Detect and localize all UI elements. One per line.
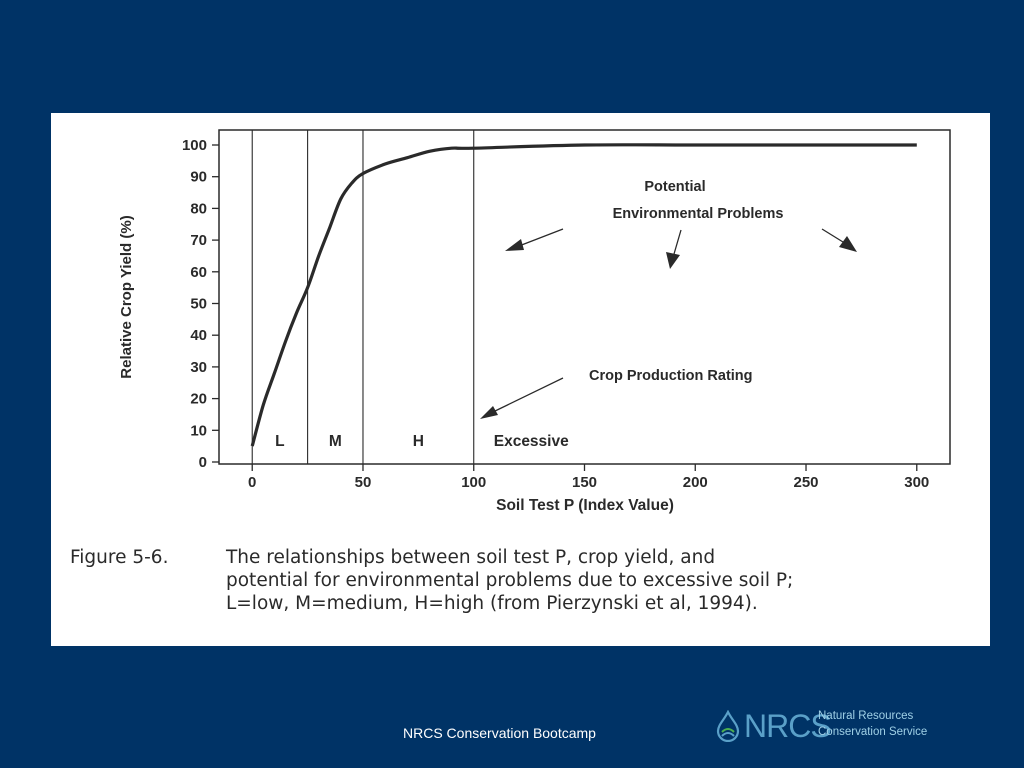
water-drop-icon bbox=[716, 710, 740, 742]
y-tick-label: 70 bbox=[190, 232, 207, 249]
yield-curve bbox=[250, 143, 917, 447]
arrow-down bbox=[666, 229, 682, 269]
y-tick-label: 80 bbox=[190, 200, 207, 217]
potential-annotation-line2: Environmental Problems bbox=[613, 206, 784, 222]
logo-line1: Natural Resources bbox=[818, 710, 914, 722]
footer-text: NRCS Conservation Bootcamp bbox=[403, 725, 596, 741]
x-tick-label: 200 bbox=[683, 474, 708, 491]
x-axis-label: Soil Test P (Index Value) bbox=[496, 497, 674, 514]
nrcs-logo: NRCS Natural Resources Conservation Serv… bbox=[714, 706, 954, 748]
x-tick-label: 150 bbox=[572, 474, 597, 491]
caption-line3: L=low, M=medium, H=high (from Pierzynski… bbox=[226, 593, 758, 614]
y-tick-label: 20 bbox=[190, 391, 207, 408]
region-label: M bbox=[329, 433, 342, 450]
y-tick-label: 40 bbox=[190, 327, 207, 344]
y-tick-label: 0 bbox=[199, 454, 207, 471]
y-tick-label: 60 bbox=[190, 264, 207, 281]
potential-annotation-line1: Potential bbox=[644, 179, 705, 195]
plot-frame bbox=[218, 129, 951, 465]
x-tick-label: 0 bbox=[248, 474, 256, 491]
x-tick-label: 100 bbox=[461, 474, 486, 491]
region-label: Excessive bbox=[494, 433, 569, 450]
x-tick-label: 250 bbox=[793, 474, 818, 491]
y-tick-label: 30 bbox=[190, 359, 207, 376]
arrow-right bbox=[821, 228, 857, 252]
yield-chart: 0 10 20 30 40 50 60 70 80 90 100 0 50 100 150 200 250 30… bbox=[118, 129, 951, 514]
figure-panel: 0 10 20 30 40 50 60 70 80 90 100 0 50 100 150 200 250 30… bbox=[51, 113, 990, 646]
logo-acronym: NRCS bbox=[744, 708, 832, 744]
caption-line1: The relationships between soil test P, c… bbox=[226, 547, 716, 568]
caption-label: Figure 5-6. bbox=[70, 547, 169, 568]
logo-line2: Conservation Service bbox=[818, 726, 928, 738]
region-label: L bbox=[275, 433, 284, 450]
caption-line2: potential for environmental problems due… bbox=[226, 570, 794, 591]
x-tick-label: 50 bbox=[355, 474, 372, 491]
y-axis-label: Relative Crop Yield (%) bbox=[118, 215, 135, 378]
y-tick-label: 90 bbox=[190, 169, 207, 186]
arrow-left bbox=[505, 228, 564, 251]
arrow-crop-rating bbox=[480, 377, 564, 419]
y-tick-label: 50 bbox=[190, 296, 207, 313]
region-label: H bbox=[413, 433, 424, 450]
y-tick-label: 100 bbox=[182, 137, 207, 154]
x-tick-label: 300 bbox=[904, 474, 929, 491]
crop-rating-annotation: Crop Production Rating bbox=[589, 368, 753, 384]
y-tick-label: 10 bbox=[190, 422, 207, 439]
figure-caption: Figure 5-6. The relationships between soi… bbox=[70, 546, 970, 615]
